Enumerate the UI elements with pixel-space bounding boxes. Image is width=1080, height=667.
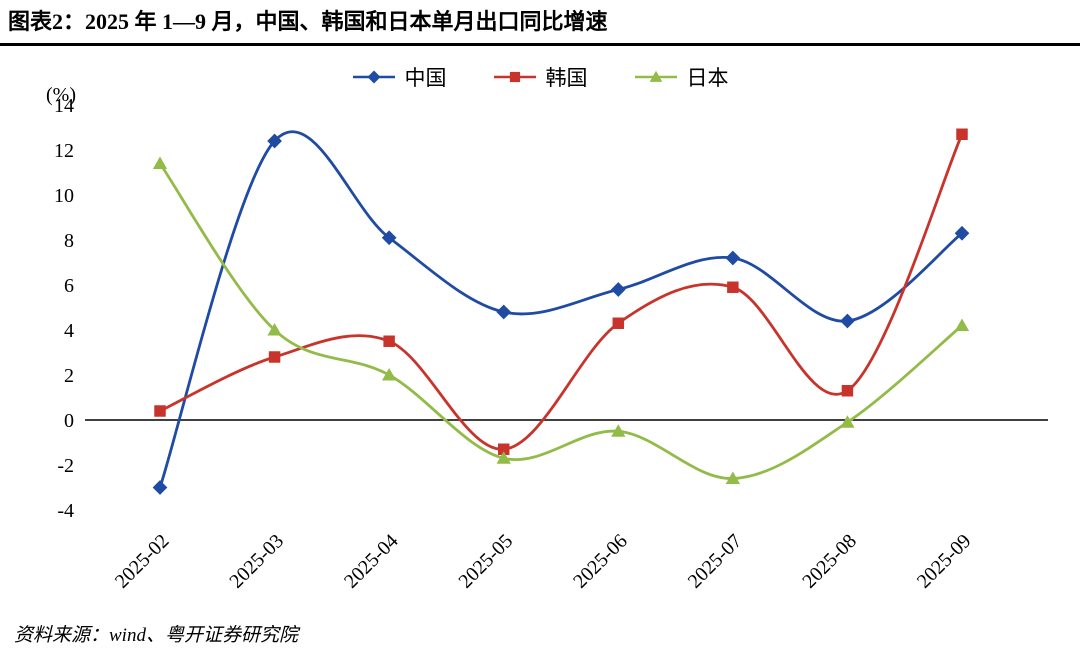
y-axis-tick-label: 2 xyxy=(64,365,74,387)
y-axis-tick-label: 6 xyxy=(64,275,74,297)
chart-figure: 图表2：2025 年 1—9 月，中国、韩国和日本单月出口同比增速 中国 韩国 日本… xyxy=(0,0,1080,647)
legend-item: 韩国 xyxy=(493,62,588,92)
series-line xyxy=(160,132,962,488)
y-axis-tick-label: 10 xyxy=(54,185,74,207)
x-axis-tick-label: 2025-02 xyxy=(111,530,174,593)
legend-item: 日本 xyxy=(634,62,729,92)
y-axis-tick-label: -2 xyxy=(57,455,74,477)
source-note: 资料来源：wind、粤开证券研究院 xyxy=(0,612,1080,647)
x-axis-tick-label: 2025-07 xyxy=(684,530,747,593)
line-chart: -4-2024681012142025-022025-032025-042025… xyxy=(0,90,1080,612)
x-axis-tick-label: 2025-06 xyxy=(569,530,632,593)
diamond-marker-icon xyxy=(840,314,855,329)
chart-title: 图表2：2025 年 1—9 月，中国、韩国和日本单月出口同比增速 xyxy=(0,0,1080,46)
legend-label: 韩国 xyxy=(546,62,588,92)
square-marker-icon xyxy=(509,72,519,82)
legend-item: 中国 xyxy=(352,62,447,92)
square-marker-icon xyxy=(842,385,853,396)
y-axis-tick-label: -4 xyxy=(57,500,74,522)
triangle-marker-icon xyxy=(955,319,969,331)
x-axis-tick-label: 2025-05 xyxy=(455,530,518,593)
x-axis-tick-label: 2025-04 xyxy=(340,530,403,593)
y-axis-tick-label: 12 xyxy=(54,140,74,162)
triangle-marker-icon xyxy=(153,157,167,169)
square-marker-icon xyxy=(956,129,967,140)
triangle-marker-icon xyxy=(382,368,396,380)
square-marker-icon xyxy=(383,336,394,347)
y-axis-tick-label: 4 xyxy=(64,320,74,342)
x-axis-tick-label: 2025-08 xyxy=(798,530,861,593)
legend-triangle-icon xyxy=(634,69,678,85)
square-marker-icon xyxy=(154,405,165,416)
diamond-marker-icon xyxy=(367,70,380,83)
diamond-marker-icon xyxy=(153,480,168,495)
square-marker-icon xyxy=(269,351,280,362)
legend-label: 日本 xyxy=(687,62,729,92)
legend-diamond-icon xyxy=(352,69,396,85)
chart-legend: 中国 韩国 日本 xyxy=(0,64,1080,90)
legend-square-icon xyxy=(493,69,537,85)
y-axis-tick-label: 8 xyxy=(64,230,74,252)
diamond-marker-icon xyxy=(611,282,626,297)
y-axis-unit-label: (%) xyxy=(46,84,76,107)
diamond-marker-icon xyxy=(726,251,741,266)
y-axis-tick-label: 0 xyxy=(64,410,74,432)
x-axis-tick-label: 2025-09 xyxy=(913,530,976,593)
diamond-marker-icon xyxy=(496,305,511,320)
x-axis-tick-label: 2025-03 xyxy=(225,530,288,593)
series-line xyxy=(160,134,962,449)
square-marker-icon xyxy=(727,282,738,293)
legend-label: 中国 xyxy=(405,62,447,92)
square-marker-icon xyxy=(613,318,624,329)
chart-area: 中国韩国日本 (%) -4-2024681012142025-022025-03… xyxy=(0,64,1080,612)
